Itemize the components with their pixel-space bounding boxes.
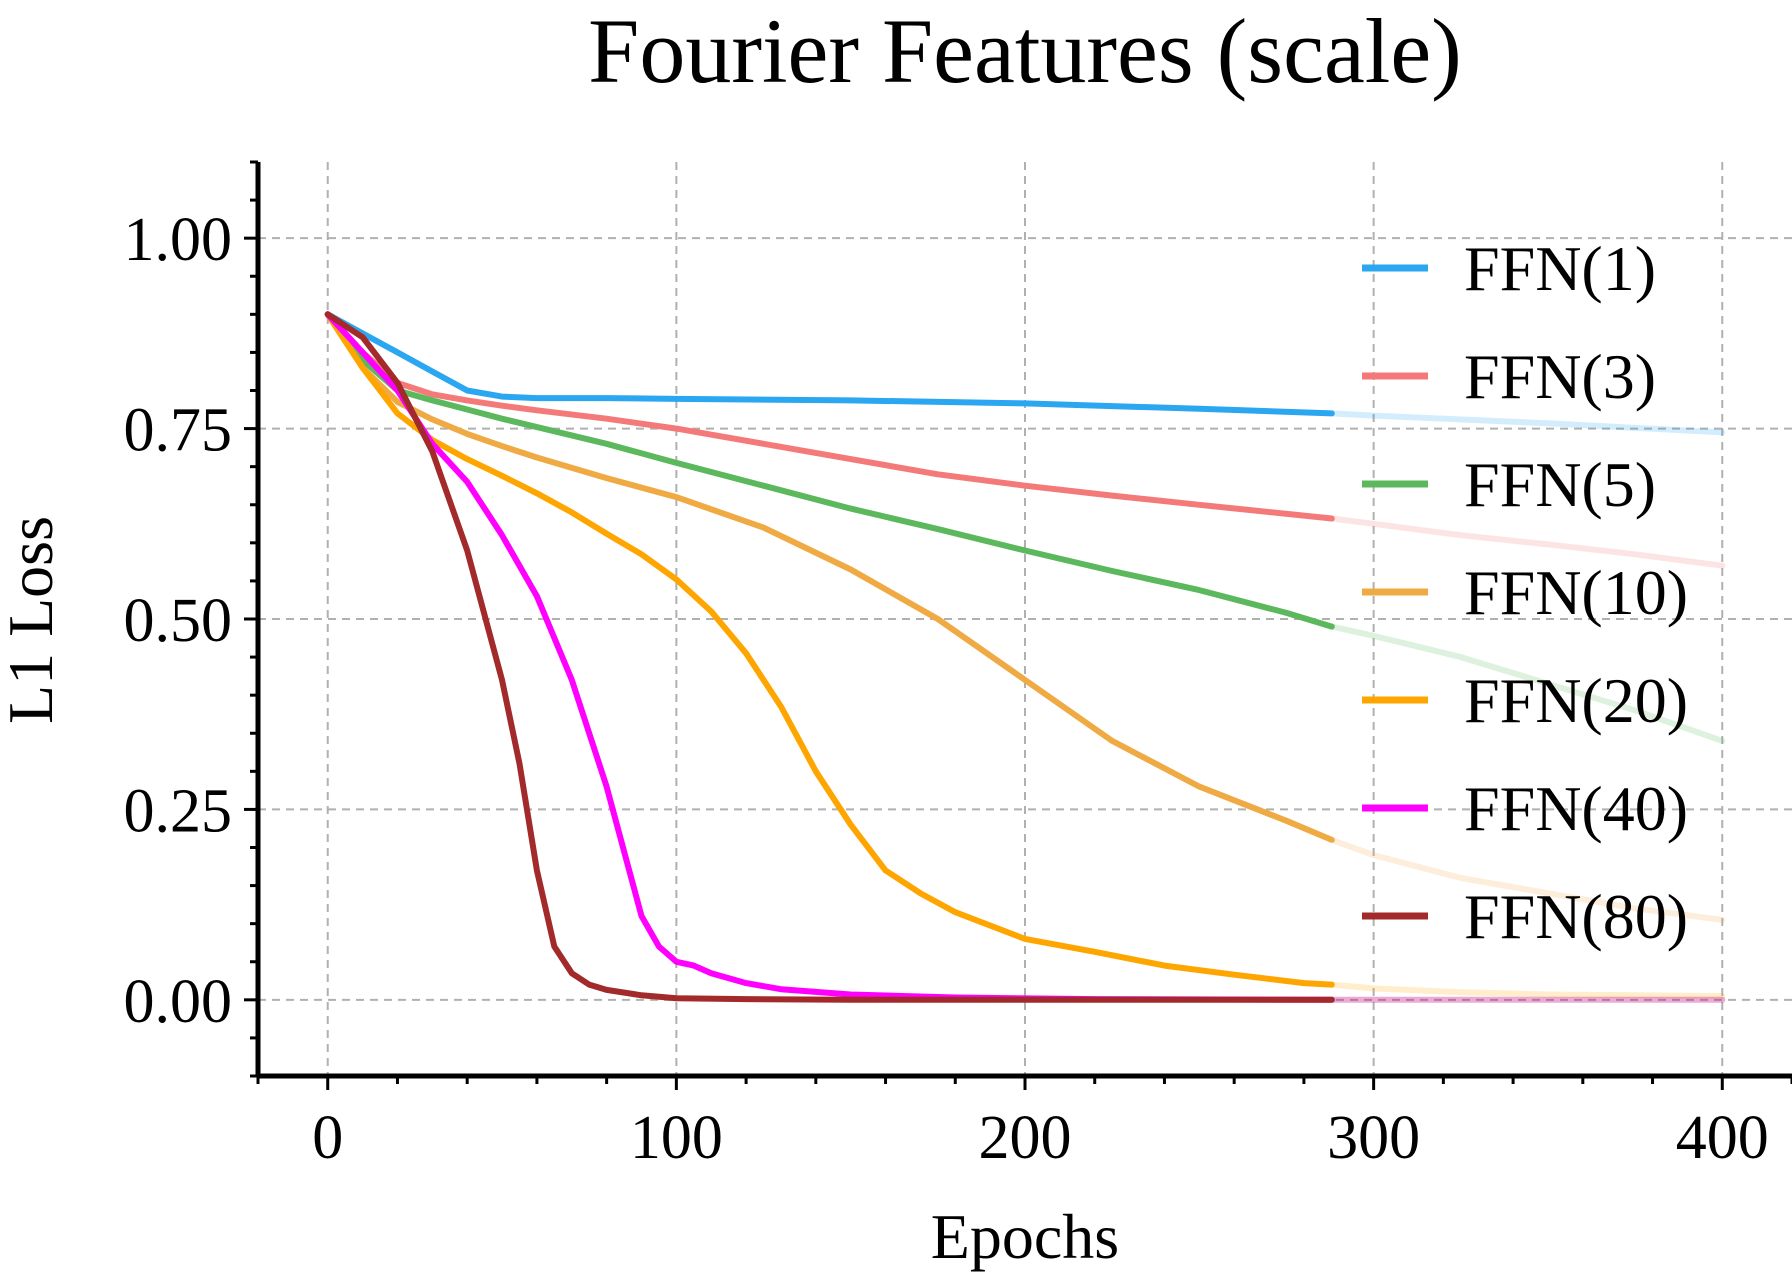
y-tick-label-3: 0.75 — [124, 397, 233, 465]
y-tick-label-0: 0.00 — [124, 968, 233, 1036]
series-line-faded-ffn-3 — [1328, 515, 1726, 569]
legend-label-4: FFN(20) — [1464, 665, 1688, 736]
series-line-faded-ffn-10 — [1328, 836, 1726, 923]
y-axis-label: L1 Loss — [0, 516, 66, 724]
series-line-faded-ffn-5 — [1328, 623, 1726, 744]
grid — [258, 162, 1792, 1076]
series-line-ffn-80 — [324, 311, 1335, 1003]
axes: 0 100 200 300 400 0.00 0.25 0.50 0.75 1.00 — [124, 160, 1792, 1172]
x-axis-label: Epochs — [931, 1201, 1119, 1272]
legend-label-6: FFN(80) — [1464, 881, 1688, 952]
series-line-ffn-5 — [324, 311, 1335, 630]
legend-label-3: FFN(10) — [1464, 557, 1688, 628]
series-line-ffn-40 — [324, 311, 1335, 1003]
x-tick-label-0: 0 — [312, 1104, 343, 1172]
series-line-ffn-3 — [324, 311, 1335, 522]
series-line-ffn-20 — [324, 311, 1335, 988]
legend-label-2: FFN(5) — [1464, 449, 1656, 520]
chart-title: Fourier Features (scale) — [588, 0, 1462, 102]
y-tick-label-2: 0.50 — [124, 587, 233, 655]
series-line-faded-ffn-1 — [1328, 410, 1726, 436]
x-tick-label-3: 300 — [1327, 1104, 1420, 1172]
x-tick-label-1: 100 — [630, 1104, 723, 1172]
series-line-ffn-10 — [324, 311, 1335, 843]
legend: FFN(1) FFN(3) FFN(5) FFN(10) FFN(20) FFN(40) F… — [1362, 233, 1688, 952]
x-tick-label-2: 200 — [979, 1104, 1072, 1172]
series-layer — [324, 311, 1726, 1003]
legend-label-0: FFN(1) — [1464, 233, 1656, 304]
legend-label-5: FFN(40) — [1464, 773, 1688, 844]
x-tick-label-4: 400 — [1676, 1104, 1769, 1172]
series-line-ffn-1 — [324, 311, 1335, 417]
y-tick-label-4: 1.00 — [124, 206, 233, 274]
y-tick-label-1: 0.25 — [124, 777, 233, 845]
series-line-faded-ffn-20 — [1328, 981, 1726, 999]
legend-label-1: FFN(3) — [1464, 341, 1656, 412]
